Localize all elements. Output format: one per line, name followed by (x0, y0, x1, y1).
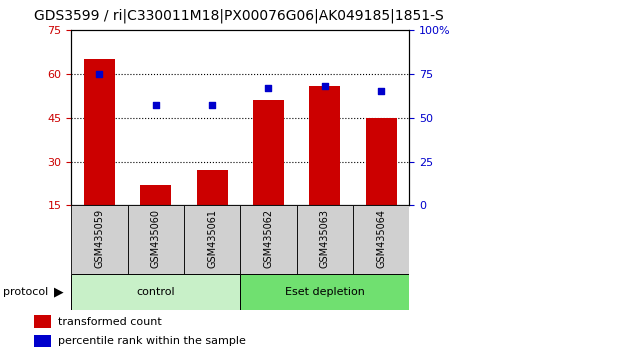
Text: GSM435063: GSM435063 (320, 209, 330, 268)
Bar (71, 274, 241, 310)
Bar (35, 335, 51, 347)
Point (207, 103, 217, 108)
Text: percentile rank within the sample: percentile rank within the sample (58, 336, 246, 346)
Point (320, 83, 330, 89)
Text: GSM435060: GSM435060 (151, 209, 161, 268)
Bar (184, 205, 241, 274)
Text: protocol: protocol (3, 287, 48, 297)
Bar (241, 205, 296, 274)
Bar (241, 274, 409, 310)
Text: control: control (136, 287, 175, 297)
Text: Eset depletion: Eset depletion (285, 287, 365, 297)
Bar (296, 205, 353, 274)
Bar (140, 185, 171, 205)
Bar (128, 205, 184, 274)
Bar (309, 86, 340, 205)
Bar (253, 100, 284, 205)
Bar (35, 315, 51, 328)
Point (264, 85, 273, 91)
Text: ▶: ▶ (54, 286, 64, 298)
Bar (353, 205, 409, 274)
Text: GSM435059: GSM435059 (94, 209, 104, 268)
Text: GSM435062: GSM435062 (264, 209, 273, 268)
Point (94, 71, 104, 77)
Bar (84, 59, 115, 205)
Text: GDS3599 / ri|C330011M18|PX00076G06|AK049185|1851-S: GDS3599 / ri|C330011M18|PX00076G06|AK049… (34, 9, 443, 23)
Text: GSM435061: GSM435061 (207, 209, 217, 268)
Point (151, 103, 161, 108)
Bar (366, 118, 397, 205)
Point (376, 88, 386, 94)
Text: GSM435064: GSM435064 (376, 209, 386, 268)
Bar (197, 170, 228, 205)
Bar (71, 205, 128, 274)
Text: transformed count: transformed count (58, 316, 162, 327)
